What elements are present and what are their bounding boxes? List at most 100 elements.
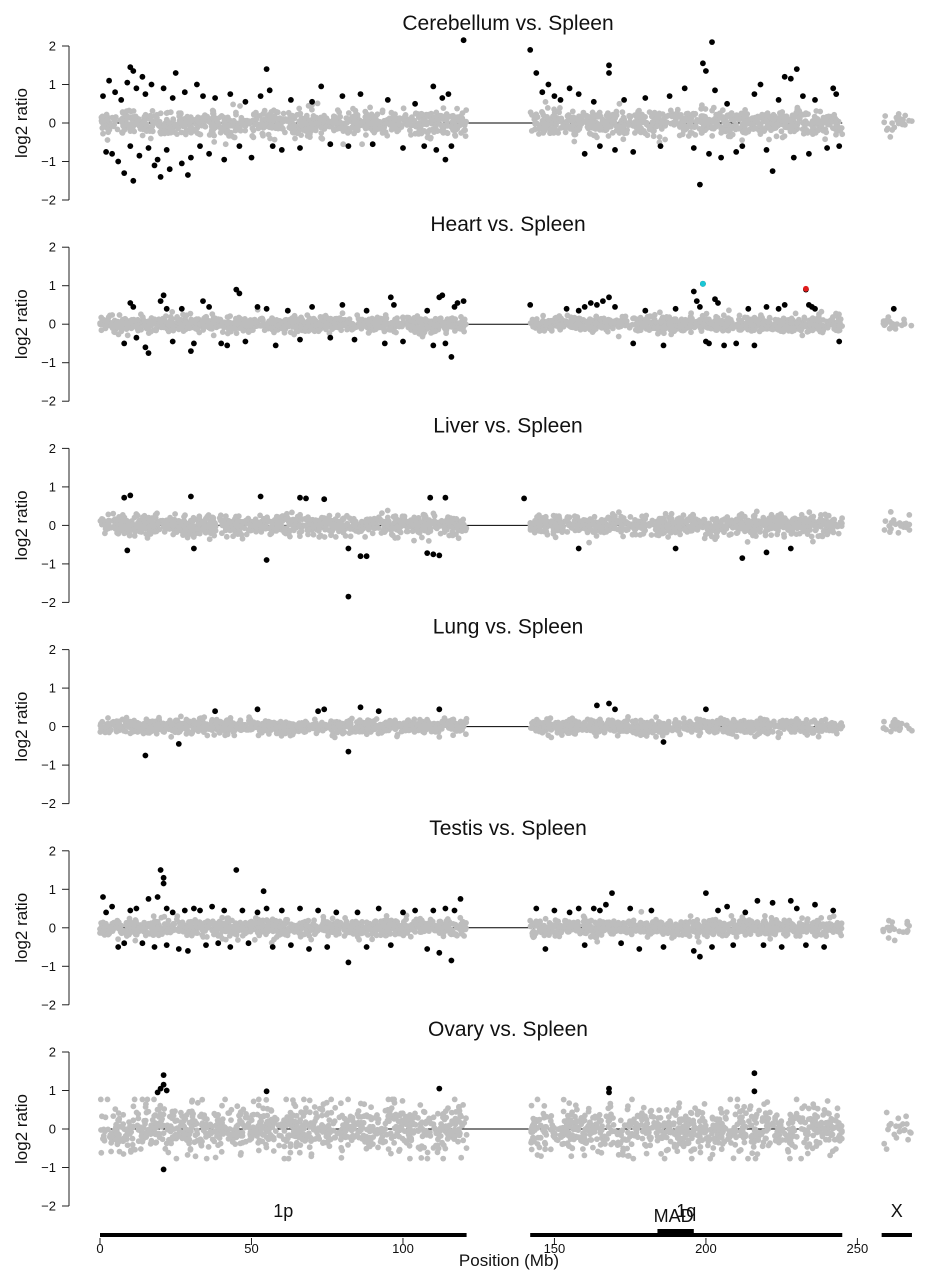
data-point-significant (278, 147, 285, 153)
data-point-background (322, 520, 328, 527)
data-point-background (662, 136, 668, 143)
data-point-background (128, 325, 135, 331)
data-point-background (440, 128, 447, 134)
data-point-significant (790, 154, 797, 161)
data-point-significant (357, 91, 364, 97)
data-point-background (135, 519, 142, 526)
data-point-highlight (700, 280, 706, 287)
data-point-background (224, 114, 231, 121)
data-point-background (154, 114, 160, 121)
data-point-significant (136, 152, 143, 159)
data-point-background (284, 510, 290, 517)
data-point-background (234, 317, 241, 323)
data-point-background (182, 119, 189, 125)
data-point-significant (681, 85, 688, 92)
data-point-significant (606, 294, 612, 301)
data-point-background (332, 114, 339, 120)
data-point-background (166, 120, 173, 126)
data-point-background (241, 525, 248, 532)
data-point-background (178, 120, 185, 126)
data-point-background (818, 512, 824, 518)
data-point-background (831, 326, 838, 332)
data-point-background (654, 324, 661, 331)
data-point-background (810, 538, 816, 545)
data-point-background (889, 322, 895, 328)
data-point-background (572, 131, 579, 138)
data-point-significant (660, 342, 667, 349)
data-point-background (906, 117, 912, 124)
data-point-significant (185, 172, 191, 178)
data-point-background (654, 123, 660, 130)
data-point-significant (309, 98, 315, 105)
y-tick-label: 1 (49, 278, 56, 293)
data-point-background (114, 517, 121, 523)
data-point-background (796, 107, 802, 114)
data-point-background (156, 123, 163, 129)
data-point-background (430, 510, 437, 517)
data-point-background (345, 110, 352, 116)
data-point-background (388, 525, 395, 531)
data-point-background (610, 118, 616, 125)
data-point-background (362, 108, 369, 115)
data-point-background (315, 528, 322, 534)
data-point-significant (100, 93, 106, 99)
data-point-background (799, 332, 806, 339)
data-point-background (706, 530, 713, 537)
data-point-background (460, 521, 467, 528)
data-point-background (360, 526, 366, 532)
data-point-significant (712, 87, 718, 94)
data-point-background (662, 325, 669, 332)
data-point-background (305, 527, 312, 534)
data-point-significant (442, 340, 449, 347)
data-point-background (421, 127, 428, 134)
y-tick-label: 1 (49, 479, 56, 494)
data-point-significant (666, 93, 673, 99)
data-point-background (544, 320, 551, 326)
data-point-background (176, 110, 182, 116)
data-point-background (204, 118, 211, 124)
data-point-background (391, 122, 398, 129)
data-point-background (551, 113, 557, 119)
data-point-significant (224, 342, 231, 349)
data-point-significant (830, 85, 837, 92)
data-point-significant (197, 143, 203, 150)
data-point-background (440, 123, 447, 129)
data-point-background (569, 317, 576, 324)
data-point-background (311, 317, 317, 324)
data-point-background (815, 533, 822, 540)
data-point-background (180, 311, 186, 318)
data-point-significant (257, 93, 264, 99)
data-point-background (650, 133, 657, 140)
background-points (98, 99, 915, 148)
data-point-significant (133, 334, 140, 341)
data-point-background (680, 116, 686, 123)
data-point-significant (448, 143, 455, 150)
data-point-background (303, 112, 310, 119)
data-point-background (139, 121, 145, 128)
data-point-background (593, 313, 600, 320)
data-point-background (714, 315, 721, 321)
data-point-background (368, 111, 375, 118)
data-point-significant (448, 354, 455, 360)
data-point-background (542, 99, 549, 105)
data-point-background (430, 321, 437, 328)
data-point-significant (630, 149, 637, 155)
data-point-significant (724, 100, 730, 107)
data-point-significant (430, 342, 437, 349)
data-point-background (365, 120, 372, 127)
data-point-background (211, 532, 218, 539)
data-point-background (901, 320, 908, 326)
data-point-significant (191, 340, 197, 347)
data-point-background (454, 105, 460, 112)
data-point-background (578, 121, 585, 127)
data-point-background (259, 523, 266, 530)
data-point-significant (763, 304, 770, 310)
data-point-background (190, 525, 196, 531)
data-point-background (682, 527, 688, 533)
data-point-background (541, 327, 548, 334)
data-point-background (129, 125, 136, 131)
data-point-background (605, 133, 612, 139)
data-point-background (822, 136, 828, 143)
data-point-significant (263, 305, 270, 312)
data-point-background (162, 129, 169, 135)
